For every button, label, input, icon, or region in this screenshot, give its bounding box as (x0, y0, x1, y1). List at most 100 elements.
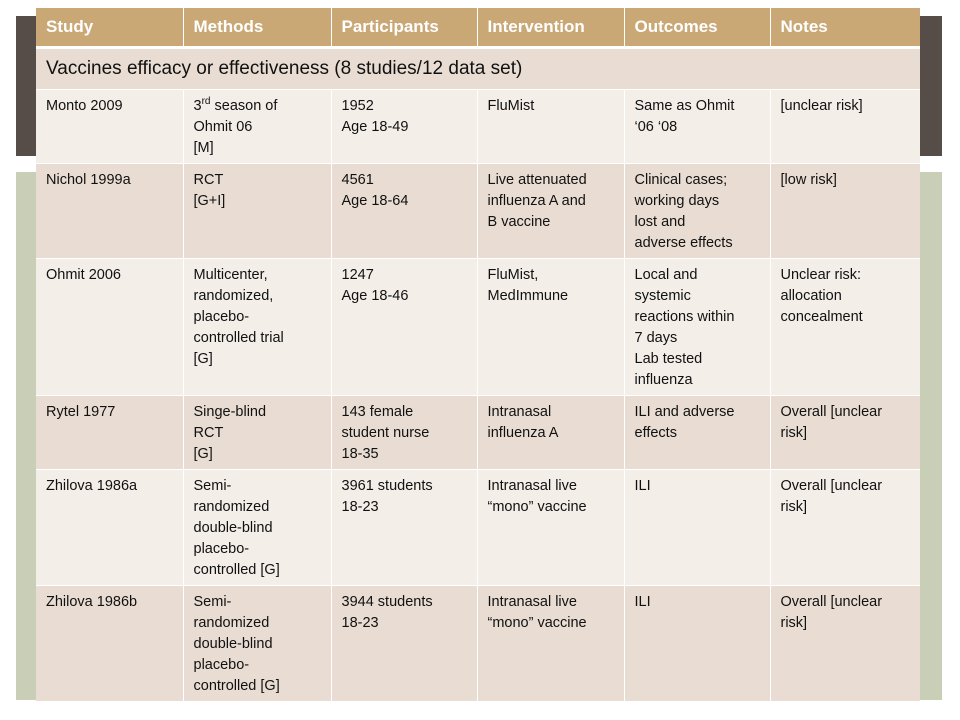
cell-outcomes: ILI (624, 469, 771, 586)
header-outcomes: Outcomes (624, 8, 771, 49)
cell-line: Intranasal live (487, 594, 577, 610)
cell-line: lost and (634, 214, 686, 230)
cell-line: influenza A (487, 425, 559, 441)
cell-line: Local and (634, 267, 698, 283)
cell-methods: Singe-blind RCT [G] (183, 395, 332, 470)
cell-intervention: Live attenuated influenza A and B vaccin… (477, 163, 625, 259)
cell-line: systemic (634, 288, 691, 304)
table-row: Zhilova 1986b Semi- randomized double-bl… (36, 585, 920, 702)
table-row: Monto 2009 3rd season of Ohmit 06 [M] 19… (36, 89, 920, 164)
cell-line: Intranasal live (487, 478, 577, 494)
cell-line: placebo- (193, 657, 250, 673)
cell-line: randomized (193, 499, 270, 515)
cell-line: Ohmit 06 (193, 119, 253, 135)
cell-line: placebo- (193, 541, 250, 557)
header-intervention: Intervention (477, 8, 625, 49)
cell-line: Same as Ohmit (634, 98, 735, 114)
cell-study: Zhilova 1986b (36, 585, 184, 702)
cell-line: ILI (634, 478, 651, 494)
header-notes: Notes (770, 8, 920, 49)
cell-line: controlled [G] (193, 562, 280, 578)
cell-line: Age 18-49 (341, 119, 409, 135)
cell-methods: RCT [G+I] (183, 163, 332, 259)
cell-outcomes: Local and systemic reactions within 7 da… (624, 258, 771, 396)
cell-intervention: FluMist, MedImmune (477, 258, 625, 396)
cell-line: [unclear risk] (780, 98, 863, 114)
cell-line: FluMist, (487, 267, 539, 283)
cell-study: Monto 2009 (36, 89, 184, 164)
cell-line: risk] (780, 499, 808, 515)
cell-line: Clinical cases; (634, 172, 728, 188)
cell-line: allocation (780, 288, 842, 304)
table-row: Zhilova 1986a Semi- randomized double-bl… (36, 469, 920, 586)
cell-line: risk] (780, 615, 808, 631)
cell-line: randomized (193, 615, 270, 631)
cell-notes: Overall [unclear risk] (770, 585, 920, 702)
cell-line: 18-23 (341, 499, 379, 515)
cell-line: influenza A and (487, 193, 586, 209)
cell-line: controlled trial (193, 330, 284, 346)
cell-line: B vaccine (487, 214, 551, 230)
cell-line: RCT (193, 172, 224, 188)
cell-participants: 1952 Age 18-49 (331, 89, 478, 164)
cell-notes: Overall [unclear risk] (770, 395, 920, 470)
cell-line: double-blind (193, 520, 273, 536)
header-participants: Participants (331, 8, 478, 49)
cell-line: adverse effects (634, 235, 733, 251)
cell-methods: 3rd season of Ohmit 06 [M] (183, 89, 332, 164)
cell-line: influenza (634, 372, 693, 388)
cell-intervention: Intranasal influenza A (477, 395, 625, 470)
cell-line: Live attenuated (487, 172, 587, 188)
cell-intervention: Intranasal live “mono” vaccine (477, 469, 625, 586)
cell-line: 3rd season of (193, 96, 278, 114)
study-table-container: Study Methods Participants Intervention … (36, 8, 920, 720)
cell-notes: [unclear risk] (770, 89, 920, 164)
cell-line: Semi- (193, 478, 232, 494)
cell-study: Nichol 1999a (36, 163, 184, 259)
cell-line: [low risk] (780, 172, 837, 188)
cell-line: Unclear risk: (780, 267, 862, 283)
cell-notes: Overall [unclear risk] (770, 469, 920, 586)
table-row: Rytel 1977 Singe-blind RCT [G] 143 femal… (36, 395, 920, 470)
cell-outcomes: ILI and adverse effects (624, 395, 771, 470)
cell-line: randomized, (193, 288, 274, 304)
cell-participants: 3944 students 18-23 (331, 585, 478, 702)
cell-intervention: Intranasal live “mono” vaccine (477, 585, 625, 702)
cell-line: 3944 students (341, 594, 433, 610)
cell-line: ILI (634, 594, 651, 610)
cell-line: 4561 (341, 172, 374, 188)
cell-line: FluMist (487, 98, 535, 114)
cell-line: ILI and adverse (634, 404, 735, 420)
cell-study: Zhilova 1986a (36, 469, 184, 586)
section-row: Vaccines efficacy or effectiveness (8 st… (36, 47, 920, 90)
cell-outcomes: ILI (624, 585, 771, 702)
cell-notes: Unclear risk: allocation concealment (770, 258, 920, 396)
header-study: Study (36, 8, 184, 49)
study-table: Study Methods Participants Intervention … (36, 8, 920, 702)
cell-line: Multicenter, (193, 267, 268, 283)
cell-line: Age 18-64 (341, 193, 409, 209)
cell-line: Singe-blind (193, 404, 267, 420)
cell-methods: Semi- randomized double-blind placebo- c… (183, 585, 332, 702)
cell-line: Overall [unclear (780, 478, 883, 494)
cell-participants: 1247 Age 18-46 (331, 258, 478, 396)
cell-line: 3961 students (341, 478, 433, 494)
cell-notes: [low risk] (770, 163, 920, 259)
cell-line: Intranasal (487, 404, 552, 420)
cell-line: 1247 (341, 267, 374, 283)
cell-outcomes: Clinical cases; working days lost and ad… (624, 163, 771, 259)
cell-line: concealment (780, 309, 863, 325)
cell-line: effects (634, 425, 677, 441)
cell-line: MedImmune (487, 288, 569, 304)
cell-line: Lab tested (634, 351, 703, 367)
cell-line: 143 female (341, 404, 414, 420)
cell-line: Semi- (193, 594, 232, 610)
cell-line: “mono” vaccine (487, 615, 587, 631)
cell-participants: 4561 Age 18-64 (331, 163, 478, 259)
cell-line: controlled [G] (193, 678, 280, 694)
cell-participants: 143 female student nurse 18-35 (331, 395, 478, 470)
cell-line: [G] (193, 351, 213, 367)
cell-line: placebo- (193, 309, 250, 325)
cell-line: 7 days (634, 330, 678, 346)
cell-line: working days (634, 193, 720, 209)
